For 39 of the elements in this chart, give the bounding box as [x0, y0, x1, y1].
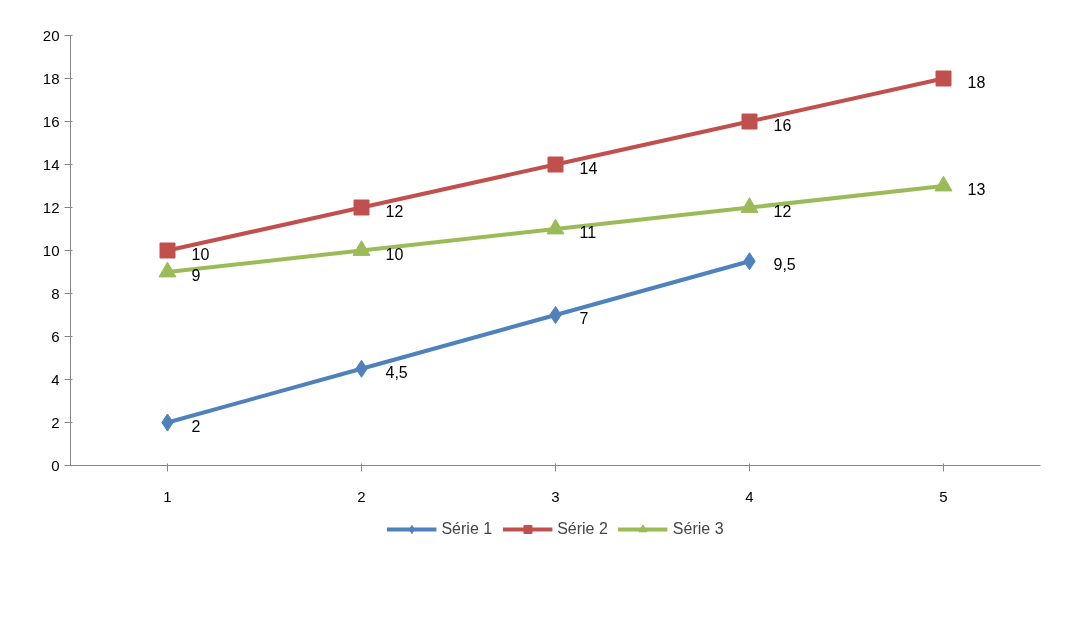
y-tick-label: 12 [42, 198, 60, 216]
legend-label: Série 2 [557, 520, 608, 538]
x-tick-label: 4 [745, 487, 754, 505]
y-tick-label: 2 [51, 413, 60, 431]
x-tick-label: 3 [551, 487, 560, 505]
point [353, 199, 370, 216]
y-tick-label: 14 [42, 155, 60, 173]
y-tick-label: 20 [42, 26, 60, 44]
legend-label: Série 3 [672, 520, 724, 538]
y-tick-label: 4 [51, 370, 60, 388]
data-label: 9,5 [773, 256, 796, 274]
y-tick-label: 10 [42, 241, 60, 259]
x-tick-label: 2 [357, 487, 366, 505]
y-tick-label: 8 [51, 284, 60, 302]
data-label: 12 [773, 202, 792, 220]
point [935, 70, 952, 87]
point [547, 156, 564, 173]
data-label: 12 [385, 202, 404, 220]
x-tick-label: 5 [939, 487, 948, 505]
x-tick-label: 1 [163, 487, 172, 505]
legend-label: Série 1 [441, 520, 493, 538]
point [159, 242, 176, 259]
data-label: 9 [191, 267, 201, 284]
data-label: 2 [191, 417, 201, 435]
y-tick-label: 18 [42, 69, 60, 87]
y-tick-label: 16 [42, 112, 60, 130]
data-label: 7 [579, 310, 589, 327]
data-label: 14 [579, 159, 598, 177]
point [741, 113, 758, 130]
data-label: 18 [967, 73, 986, 91]
data-label: 11 [579, 224, 597, 241]
data-label: 10 [191, 245, 210, 263]
y-tick-label: 6 [51, 327, 60, 345]
data-label: 13 [967, 181, 986, 198]
data-label: 16 [773, 116, 792, 134]
point [549, 306, 562, 324]
data-label: 10 [385, 245, 404, 263]
y-tick-label: 0 [51, 456, 60, 474]
data-label: 4,5 [385, 363, 408, 381]
